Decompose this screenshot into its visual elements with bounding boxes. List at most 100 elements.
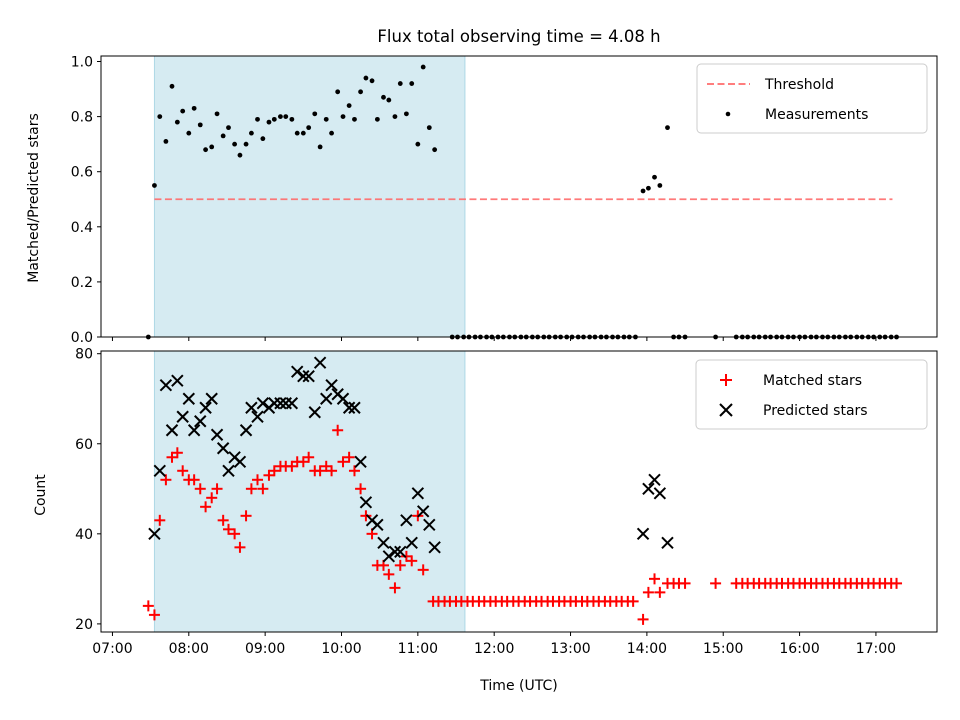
measurement-point <box>640 188 646 194</box>
predicted-legend-label: Predicted stars <box>763 403 868 419</box>
x-tick-label: 14:00 <box>627 641 667 657</box>
measurements-legend-label: Measurements <box>765 107 868 123</box>
matched-star-point <box>148 609 160 621</box>
measurement-point <box>420 64 426 70</box>
measurement-point <box>432 147 438 153</box>
matched-star-point <box>154 514 166 526</box>
chart-title: Flux total observing time = 4.08 h <box>377 27 660 46</box>
matched-star-point <box>326 465 338 477</box>
predicted-star-point <box>382 550 396 563</box>
measurement-point <box>214 111 220 117</box>
matched-star-point <box>637 613 649 625</box>
matched-star-point <box>252 474 264 486</box>
bottom-panel: 20 40 60 80 07:00 08:00 09:00 10:00 11:00 12:00 1… <box>33 347 938 694</box>
top-x-ticks <box>111 337 877 341</box>
predicted-star-point <box>428 541 441 554</box>
predicted-star-point <box>359 496 373 509</box>
measurement-point <box>220 133 226 139</box>
measurement-point <box>191 105 197 111</box>
matched-star-point <box>200 501 212 513</box>
matched-star-point <box>177 465 189 477</box>
measurement-point <box>152 183 157 188</box>
predicted-star-point <box>187 424 201 437</box>
measurement-point <box>249 130 254 136</box>
predicted-star-point <box>308 406 321 419</box>
predicted-star-point <box>274 397 287 410</box>
matched-star-point <box>303 451 315 463</box>
measurement-point <box>369 78 375 84</box>
predicted-star-point <box>377 536 390 550</box>
measurements-legend-swatch <box>725 111 731 117</box>
top-y-tick-label: 0.2 <box>71 275 93 291</box>
matched-star-point <box>355 483 367 495</box>
top-y-tick-label: 0.4 <box>71 220 93 236</box>
bottom-y-tick-label: 20 <box>75 617 93 633</box>
measurement-point <box>403 111 409 117</box>
matched-star-point <box>710 577 722 589</box>
predicted-star-point <box>148 527 161 541</box>
matched-star-point <box>240 510 252 522</box>
predicted-star-point <box>165 424 179 437</box>
measurement-point <box>197 122 203 128</box>
predicted-star-point <box>423 518 436 532</box>
predicted-star-point <box>194 415 207 428</box>
predicted-star-point <box>159 379 173 392</box>
measurement-point <box>203 147 208 153</box>
measurement-point <box>226 125 231 131</box>
measurement-point <box>232 141 238 147</box>
bottom-y-tick-label: 40 <box>75 527 93 543</box>
predicted-star-point <box>302 370 315 383</box>
measurement-point <box>409 81 415 86</box>
predicted-star-point <box>400 514 413 527</box>
matched-star-point <box>642 586 654 598</box>
matched-star-point <box>348 465 360 477</box>
matched-star-point <box>389 582 401 594</box>
observing-span-top <box>153 55 466 338</box>
matched-star-point <box>211 483 223 495</box>
top-y-axis-label: Matched/Predicted stars <box>26 113 42 283</box>
predicted-star-point <box>320 392 333 405</box>
matched-star-point <box>206 492 218 504</box>
matched-star-point <box>627 595 639 607</box>
matched-legend-swatch <box>720 374 732 386</box>
x-tick-label: 10:00 <box>321 641 361 657</box>
bottom-legend: Matched stars Predicted stars <box>695 359 928 430</box>
measurement-point <box>186 130 192 136</box>
measurement-point <box>652 174 657 180</box>
measurement-point <box>271 116 277 122</box>
measurement-point <box>352 116 357 122</box>
threshold-legend-label: Threshold <box>764 77 834 93</box>
measurement-point <box>340 114 346 120</box>
matched-star-point <box>245 483 257 495</box>
matched-star-point <box>171 447 183 459</box>
predicted-star-point <box>416 505 430 518</box>
bottom-x-ticks: 07:00 08:00 09:00 10:00 11:00 12:00 13:00 14:00… <box>92 632 896 657</box>
predicted-star-point <box>405 536 418 550</box>
predicted-star-point <box>171 374 184 387</box>
bottom-y-tick-label: 80 <box>75 347 93 363</box>
matched-star-point <box>229 528 241 540</box>
measurement-point <box>392 114 398 120</box>
predicted-star-point <box>216 442 230 455</box>
predicted-star-point <box>325 379 338 392</box>
predicted-star-point <box>256 397 270 410</box>
measurement-point <box>426 125 432 131</box>
predicted-star-point <box>222 464 235 477</box>
matched-star-point <box>222 523 234 535</box>
bottom-legend-box <box>695 359 928 430</box>
measurement-point <box>289 116 295 122</box>
top-legend-box <box>696 63 928 134</box>
predicted-star-point <box>348 401 361 414</box>
predicted-star-point <box>176 410 189 423</box>
measurement-point <box>294 130 300 136</box>
predicted-star-point <box>297 370 310 383</box>
measurement-point <box>260 136 266 142</box>
x-tick-label: 13:00 <box>550 641 590 657</box>
predicted-legend-swatch <box>719 403 733 417</box>
observing-span-bottom <box>153 350 466 633</box>
x-tick-label: 15:00 <box>703 641 743 657</box>
predicted-star-point <box>153 464 166 477</box>
measurement-point <box>335 89 341 95</box>
predicted-star-point <box>251 410 264 423</box>
